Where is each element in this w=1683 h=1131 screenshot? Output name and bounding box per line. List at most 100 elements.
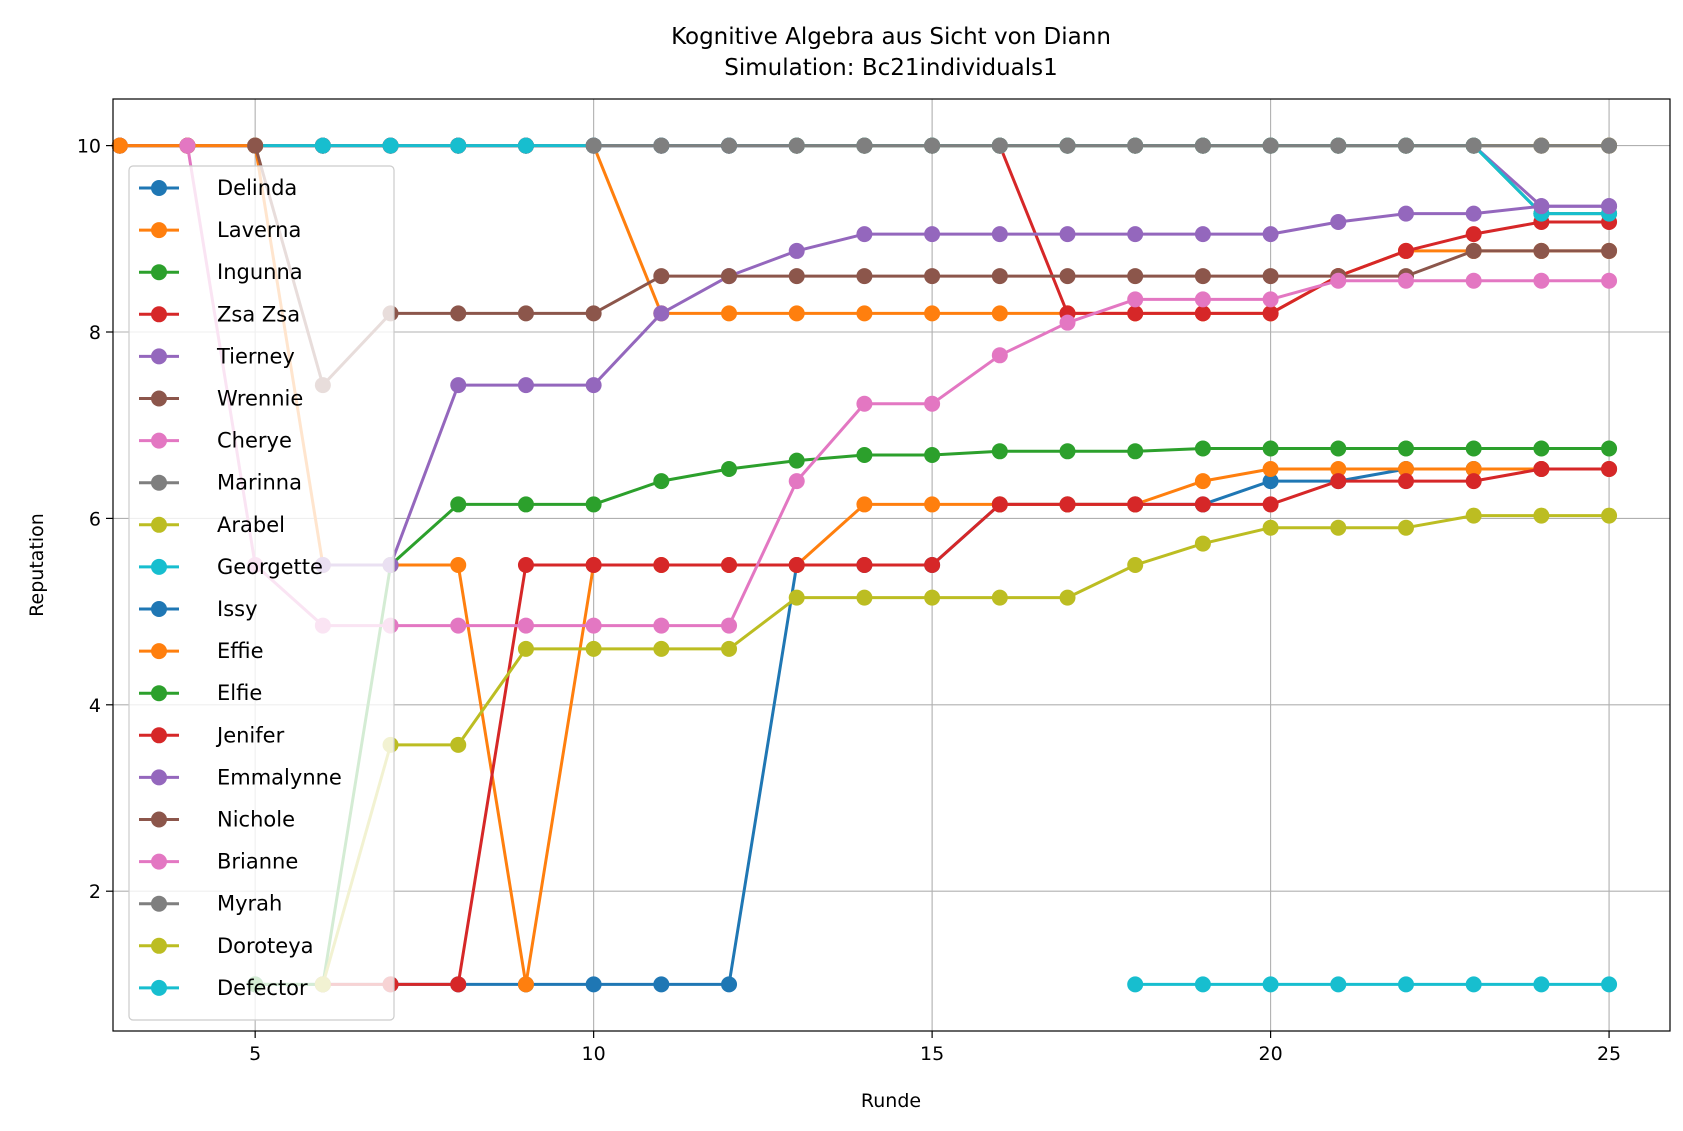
data-point [1194,535,1211,552]
y-tick-label: 8 [89,322,101,344]
data-point [450,736,467,753]
data-point [1262,305,1279,322]
data-point [1533,198,1550,215]
legend-marker [151,769,167,786]
data-point [1262,137,1279,154]
legend-label: Emmalynne [217,765,342,789]
data-point [991,226,1008,243]
y-tick-label: 6 [89,508,101,530]
data-point [856,395,873,412]
series-line [321,514,1610,985]
legend-marker [151,727,167,744]
y-axis-label: Reputation [26,513,48,617]
data-point [721,617,738,634]
data-point [1601,461,1618,478]
data-point [1262,291,1279,308]
legend-label: Delinda [217,176,297,200]
data-point [1330,440,1347,457]
y-tick-label: 2 [89,881,101,903]
data-point [1397,205,1414,222]
data-point [788,242,805,259]
data-point [1194,473,1211,490]
legend-marker [151,432,167,449]
data-point [1127,226,1144,243]
data-point [585,137,602,154]
data-point [924,305,941,322]
legend-marker [151,811,167,828]
data-point [517,617,534,634]
x-axis-label: Runde [861,1090,921,1112]
y-tick-label: 10 [77,136,101,158]
data-point [721,976,738,993]
data-point [1262,440,1279,457]
data-point [1465,976,1482,993]
x-tick-label: 15 [920,1043,944,1065]
data-point [653,976,670,993]
legend-item: Cherye [139,429,292,453]
data-point [1059,496,1076,513]
data-point [450,976,467,993]
data-point [721,137,738,154]
series-line [322,204,1610,567]
data-point [1059,314,1076,331]
data-point [1059,268,1076,285]
data-point [1194,976,1211,993]
data-point [1533,440,1550,457]
legend-label: Cherye [217,429,292,453]
legend-item: Delinda [139,176,297,200]
plot-frame [112,98,1671,1032]
data-point [788,268,805,285]
data-point [450,617,467,634]
legend-item: Laverna [139,218,301,242]
data-point [382,137,399,154]
series-doroteya [314,507,1618,993]
data-point [1059,226,1076,243]
legend-label: Arabel [217,513,285,537]
data-point [1330,214,1347,231]
data-point [1127,557,1144,573]
data-point [924,589,941,606]
x-tick-label: 25 [1597,1043,1621,1065]
legend-item: Marinna [139,471,302,495]
data-point [517,496,534,513]
data-point [856,226,873,243]
legend: Delinda Laverna Ingunna Zsa Zsa Tierney Wrenn… [128,165,395,1021]
data-point [1194,291,1211,308]
legend-label: Marinna [217,471,302,495]
data-point [517,137,534,154]
data-point [1465,226,1482,243]
data-point [517,377,534,394]
data-point [1194,440,1211,457]
data-point [856,447,873,464]
data-point [1262,473,1279,490]
data-point [1397,976,1414,993]
data-point [1330,137,1347,154]
legend-marker [151,306,167,323]
series-line [322,467,1610,986]
data-point [1262,496,1279,513]
data-point [991,137,1008,154]
data-point [721,557,738,573]
data-point [1465,205,1482,222]
legend-label: Tierney [216,344,295,368]
data-point [585,496,602,513]
legend-label: Jenifer [215,723,285,747]
legend-label: Elfie [217,681,262,705]
data-point [585,617,602,634]
data-point [1465,137,1482,154]
data-point [653,268,670,285]
data-point [585,305,602,322]
data-point [788,473,805,490]
data-point [1262,461,1279,478]
x-tick-label: 10 [582,1043,606,1065]
legend-marker [151,348,167,365]
series-myrah [585,137,1618,154]
legend-marker [151,979,167,996]
data-point [653,137,670,154]
legend-marker [151,516,167,533]
data-point [924,557,941,573]
data-point [1194,268,1211,285]
legend-item: Myrah [139,892,282,916]
legend-label: Georgette [217,555,323,579]
data-point [1397,473,1414,490]
